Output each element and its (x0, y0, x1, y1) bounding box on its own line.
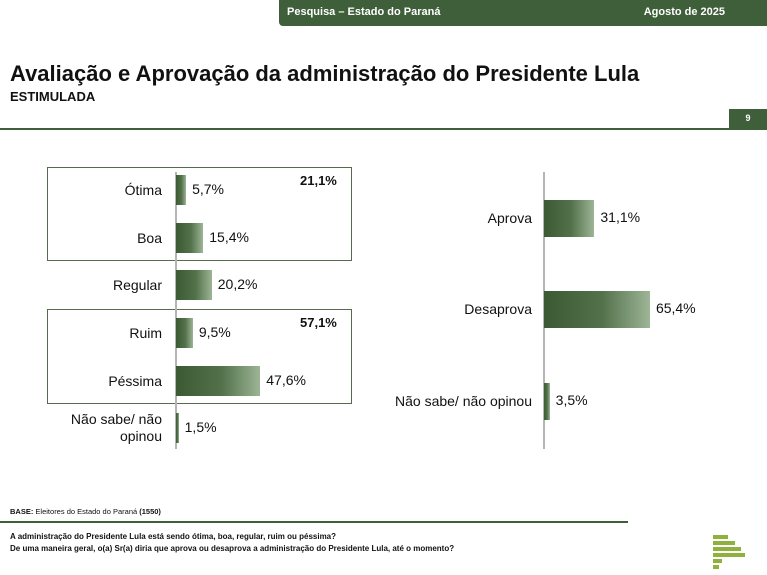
value-label: 20,2% (217, 276, 258, 292)
negative-group-box (47, 309, 352, 404)
bar (176, 318, 193, 348)
logo-stripe (713, 565, 719, 569)
category-label: Regular (112, 276, 162, 293)
value-label: 9,5% (198, 324, 231, 340)
base-note: BASE: Eleitores do Estado do Paraná (155… (10, 507, 161, 516)
positive-group-box (47, 167, 352, 261)
value-label: 15,4% (209, 229, 249, 245)
base-count: (1550) (139, 507, 161, 516)
title-divider (0, 128, 767, 130)
value-label: 31,1% (600, 209, 641, 225)
category-label: Péssima (108, 372, 162, 389)
category-label: Ótima (124, 181, 162, 198)
base-label: BASE: (10, 507, 34, 516)
category-label: Não sabe/ não opinou (70, 411, 162, 444)
logo-stripe (713, 535, 728, 539)
footer-divider (0, 521, 628, 523)
value-label: 65,4% (655, 300, 696, 316)
positive-total-label: 21,1% (300, 173, 337, 188)
bar (176, 413, 179, 443)
evaluation-axis (175, 172, 177, 449)
category-label: Ruim (129, 324, 162, 341)
page-title: Avaliação e Aprovação da administração d… (10, 61, 640, 86)
category-label: Não sabe/ não opinou (395, 392, 532, 409)
bar (176, 223, 204, 253)
negative-total-label: 57,1% (300, 315, 337, 330)
survey-title: Pesquisa – Estado do Paraná (287, 6, 441, 18)
institute-logo (713, 535, 745, 569)
page-subtitle: ESTIMULADA (10, 89, 96, 104)
question-evaluation: A administração do Presidente Lula está … (10, 532, 337, 541)
value-label: 1,5% (184, 419, 217, 435)
logo-stripe (713, 547, 741, 551)
question-approval: De uma maneira geral, o(a) Sr(a) diria q… (10, 544, 455, 553)
category-label: Desaprova (464, 300, 532, 317)
page-number-badge: 9 (729, 109, 767, 128)
value-label: 5,7% (192, 181, 224, 197)
approval-axis (543, 172, 545, 449)
base-text: Eleitores do Estado do Paraná (33, 507, 140, 516)
category-label: Boa (137, 229, 162, 246)
logo-stripe (713, 553, 745, 557)
value-label: 47,6% (266, 372, 306, 388)
category-label: Aprova (487, 209, 532, 226)
bar (544, 290, 650, 328)
header-bar: Pesquisa – Estado do Paraná Agosto de 20… (279, 0, 767, 26)
bar (544, 199, 595, 237)
value-label: 3,5% (555, 392, 588, 408)
logo-stripe (713, 541, 735, 545)
bar (176, 270, 212, 300)
survey-date: Agosto de 2025 (643, 6, 725, 18)
bar (176, 366, 261, 396)
logo-stripe (713, 559, 722, 563)
bar (544, 382, 550, 420)
bar (176, 175, 187, 205)
